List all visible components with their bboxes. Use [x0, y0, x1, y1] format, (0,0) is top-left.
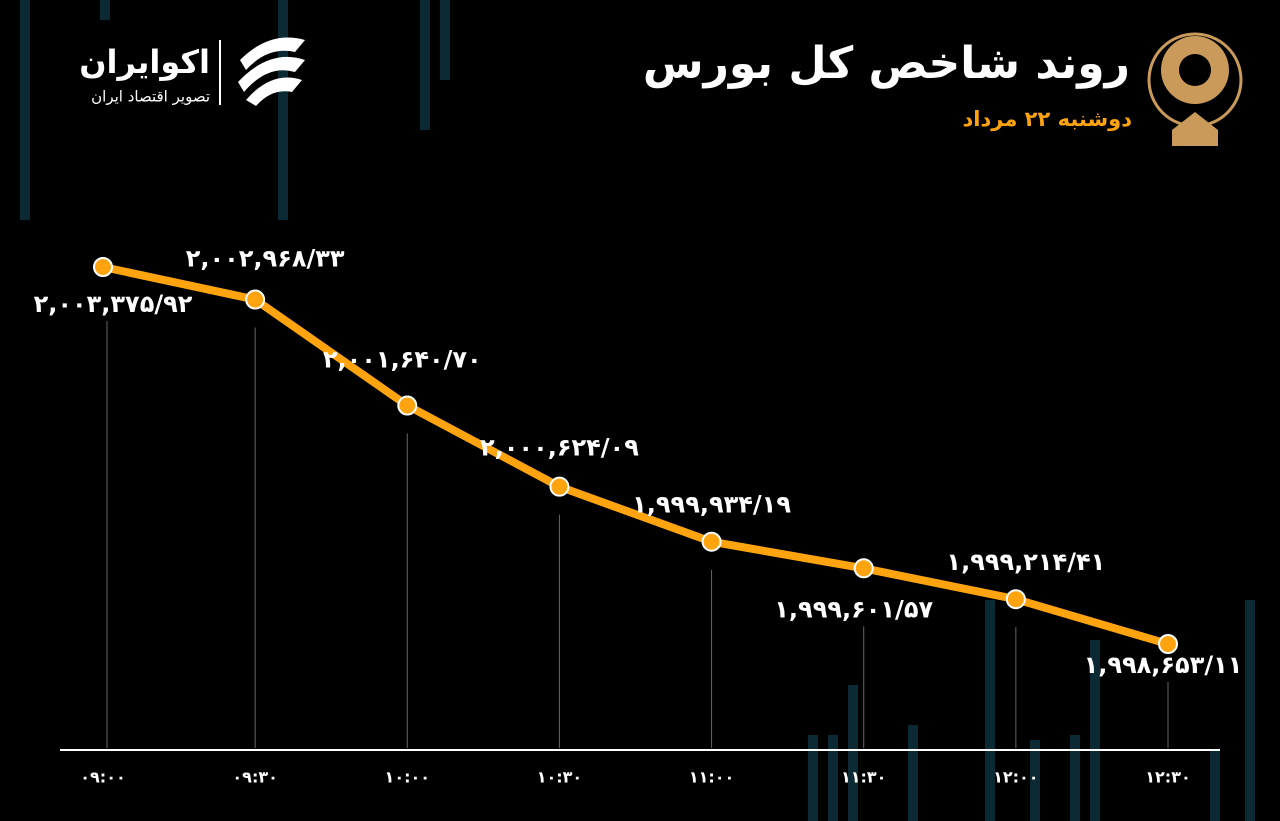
value-label: ۱,۹۹۹,۲۱۴/۴۱ [946, 548, 1105, 576]
value-label: ۱,۹۹۸,۶۵۳/۱۱ [1084, 651, 1243, 679]
brand-logo [219, 37, 305, 106]
subtitle: دوشنبه ۲۲ مرداد [963, 107, 1133, 131]
exchange-logo [1147, 32, 1243, 146]
x-tick-label: ۱۰:۳۰ [537, 768, 582, 787]
point [1005, 589, 1026, 610]
x-tick-label: ۱۲:۳۰ [1145, 768, 1190, 787]
value-label: ۱,۹۹۹,۹۳۴/۱۹ [632, 491, 791, 519]
point [245, 289, 266, 310]
point [397, 395, 418, 416]
x-tick-label: ۱۱:۳۰ [841, 768, 886, 787]
brand-tagline: تصویر اقتصاد ایران [91, 88, 210, 106]
value-label: ۲,۰۰۲,۹۶۸/۳۳ [186, 245, 345, 273]
value-label: ۲,۰۰۳,۳۷۵/۹۲ [34, 290, 193, 318]
point [853, 558, 874, 579]
value-label: ۱,۹۹۹,۶۰۱/۵۷ [774, 595, 933, 623]
x-tick-label: ۰۹:۰۰ [80, 768, 125, 787]
x-tick-label: ۰۹:۳۰ [232, 768, 277, 787]
x-tick-label: ۱۰:۰۰ [385, 768, 430, 787]
point [93, 257, 113, 277]
brand-name: اکوایران [79, 43, 210, 81]
point [549, 476, 570, 497]
point [1158, 634, 1178, 654]
line [102, 263, 1170, 648]
point [701, 531, 722, 552]
x-tick-label: ۱۱:۰۰ [689, 768, 734, 787]
value-label: ۲,۰۰۰,۶۲۴/۰۹ [480, 434, 639, 462]
x-tick-label: ۱۲:۰۰ [993, 768, 1038, 787]
decor-bars [20, 0, 1255, 821]
title: روند شاخص کل بورس [643, 38, 1130, 89]
value-label: ۲,۰۰۱,۶۴۰/۷۰ [323, 346, 482, 374]
